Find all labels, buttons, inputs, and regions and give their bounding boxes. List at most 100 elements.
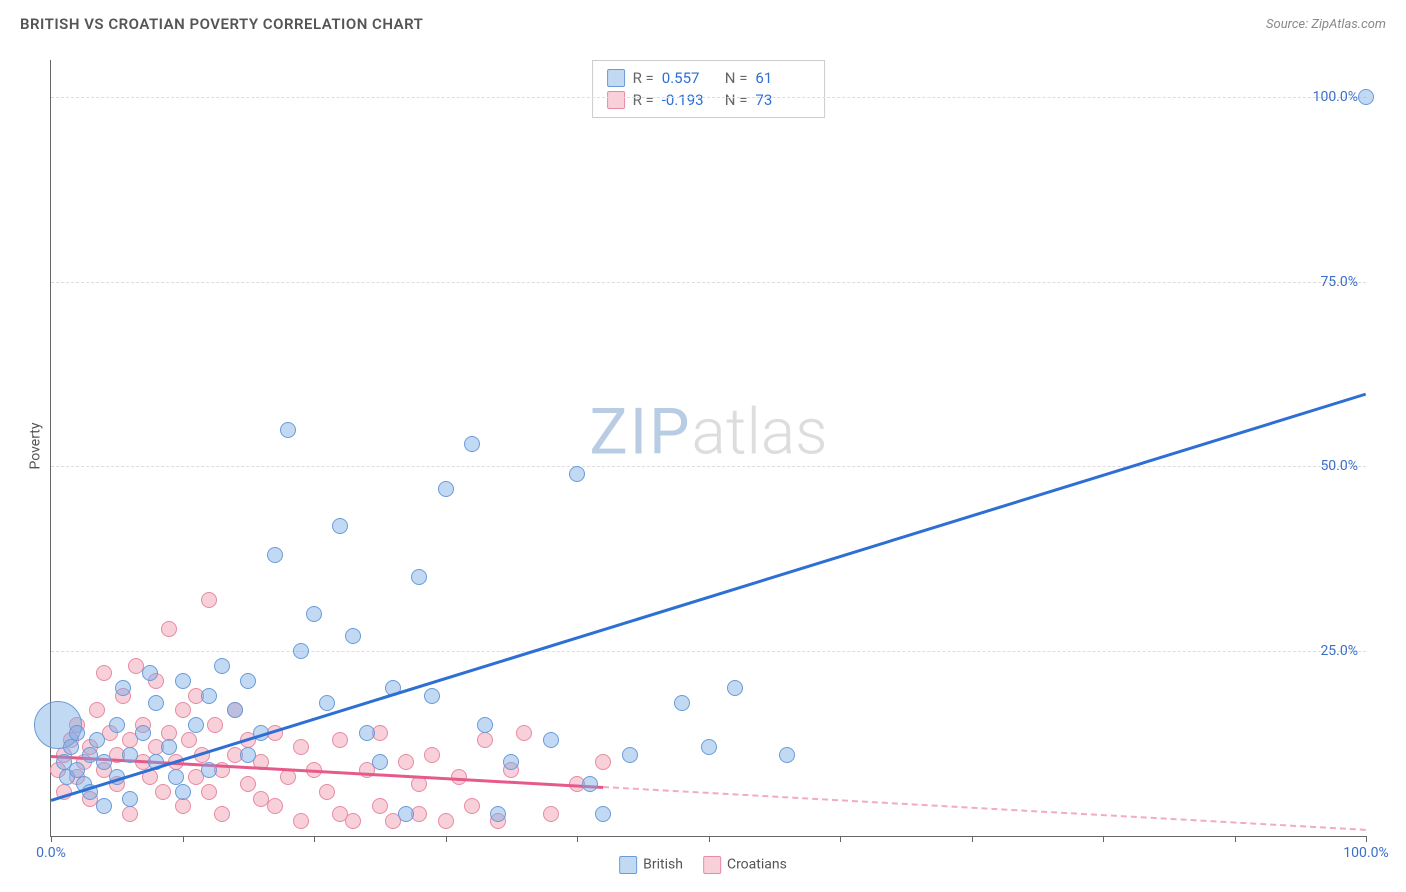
legend-swatch-british — [619, 856, 637, 874]
stats-r-british: 0.557 — [662, 69, 717, 87]
scatter-point-british — [115, 680, 131, 696]
scatter-point-croatians — [267, 798, 283, 814]
stats-swatch-british — [607, 69, 625, 87]
scatter-point-croatians — [161, 621, 177, 637]
scatter-point-british — [438, 481, 454, 497]
scatter-point-british — [359, 725, 375, 741]
scatter-point-croatians — [96, 665, 112, 681]
scatter-point-croatians — [319, 784, 335, 800]
stats-n-label: N = — [725, 69, 748, 87]
scatter-point-british — [424, 688, 440, 704]
scatter-point-british — [727, 680, 743, 696]
scatter-point-british — [96, 798, 112, 814]
y-tick-label: 25.0% — [1320, 643, 1358, 659]
scatter-point-croatians — [543, 806, 559, 822]
scatter-point-croatians — [155, 784, 171, 800]
scatter-point-croatians — [424, 747, 440, 763]
scatter-point-british — [319, 695, 335, 711]
x-tick — [1366, 836, 1367, 842]
scatter-point-croatians — [207, 717, 223, 733]
scatter-point-british — [701, 739, 717, 755]
scatter-point-british — [398, 806, 414, 822]
source-attribution: Source: ZipAtlas.com — [1266, 17, 1386, 32]
scatter-point-british — [175, 673, 191, 689]
correlation-stats-box: R = 0.557 N = 61 R = -0.193 N = 73 — [592, 60, 826, 118]
scatter-point-british — [63, 739, 79, 755]
x-tick — [183, 836, 184, 842]
scatter-point-british — [464, 436, 480, 452]
scatter-point-croatians — [122, 806, 138, 822]
scatter-point-croatians — [181, 732, 197, 748]
stats-row-british: R = 0.557 N = 61 — [607, 67, 811, 89]
scatter-point-croatians — [293, 739, 309, 755]
trend-line-croatians — [603, 786, 1366, 831]
scatter-point-british — [161, 739, 177, 755]
scatter-point-british — [240, 673, 256, 689]
scatter-point-british — [622, 747, 638, 763]
y-tick-label: 75.0% — [1320, 274, 1358, 290]
scatter-point-british — [372, 754, 388, 770]
legend-label-british: British — [643, 857, 683, 873]
stats-r-label: R = — [633, 91, 654, 109]
scatter-point-british — [477, 717, 493, 733]
scatter-point-croatians — [332, 732, 348, 748]
scatter-point-british — [214, 658, 230, 674]
scatter-point-british — [89, 732, 105, 748]
scatter-point-british — [240, 747, 256, 763]
legend: British Croatians — [619, 856, 787, 874]
scatter-point-british — [543, 732, 559, 748]
scatter-point-croatians — [464, 798, 480, 814]
scatter-point-british — [280, 422, 296, 438]
scatter-point-croatians — [175, 798, 191, 814]
scatter-point-british — [109, 717, 125, 733]
scatter-point-british — [96, 754, 112, 770]
scatter-point-british — [267, 547, 283, 563]
grid-line — [51, 97, 1366, 98]
grid-line — [51, 466, 1366, 467]
scatter-point-british — [582, 776, 598, 792]
stats-n-label: N = — [725, 91, 748, 109]
stats-row-croatians: R = -0.193 N = 73 — [607, 89, 811, 111]
scatter-point-croatians — [516, 725, 532, 741]
y-axis-label: Poverty — [28, 422, 44, 469]
scatter-point-croatians — [214, 806, 230, 822]
scatter-point-british — [168, 769, 184, 785]
legend-label-croatians: Croatians — [727, 857, 787, 873]
scatter-point-croatians — [477, 732, 493, 748]
scatter-point-british — [569, 466, 585, 482]
x-tick — [51, 836, 52, 842]
scatter-point-british — [69, 762, 85, 778]
watermark-atlas: atlas — [692, 395, 828, 470]
scatter-point-croatians — [438, 813, 454, 829]
scatter-point-british — [142, 665, 158, 681]
scatter-point-british — [122, 747, 138, 763]
stats-n-british: 61 — [755, 69, 810, 87]
scatter-point-croatians — [345, 813, 361, 829]
scatter-point-croatians — [280, 769, 296, 785]
scatter-point-british — [490, 806, 506, 822]
scatter-point-croatians — [398, 754, 414, 770]
stats-n-croatians: 73 — [755, 91, 810, 109]
scatter-point-british — [595, 806, 611, 822]
x-tick — [972, 836, 973, 842]
scatter-point-british — [293, 643, 309, 659]
x-tick-label: 0.0% — [36, 845, 66, 861]
scatter-point-croatians — [595, 754, 611, 770]
scatter-point-british — [69, 725, 85, 741]
scatter-point-croatians — [240, 776, 256, 792]
grid-line — [51, 651, 1366, 652]
scatter-point-british — [411, 569, 427, 585]
scatter-point-british — [201, 762, 217, 778]
scatter-point-croatians — [293, 813, 309, 829]
scatter-point-croatians — [161, 725, 177, 741]
chart-plot-area: ZIPatlas R = 0.557 N = 61 R = -0.193 N =… — [50, 60, 1366, 837]
chart-title: BRITISH VS CROATIAN POVERTY CORRELATION … — [20, 15, 423, 33]
scatter-point-croatians — [201, 784, 217, 800]
y-tick-label: 50.0% — [1320, 458, 1358, 474]
scatter-point-croatians — [89, 702, 105, 718]
legend-swatch-croatians — [703, 856, 721, 874]
watermark-zip: ZIP — [589, 395, 691, 470]
y-tick-label: 100.0% — [1313, 89, 1358, 105]
scatter-point-british — [332, 518, 348, 534]
x-tick-label: 100.0% — [1343, 845, 1388, 861]
